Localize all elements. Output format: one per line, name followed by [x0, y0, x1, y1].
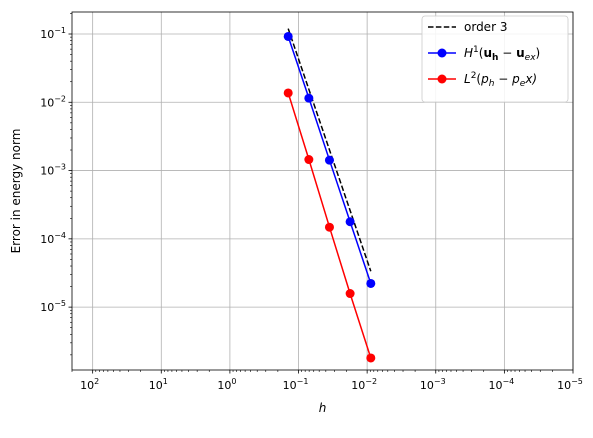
- x-axis-ticks: 102 101 100 10−1 10−2 10−3 10−4 10−5: [80, 370, 583, 392]
- x-tick-label: 10−2: [351, 377, 377, 392]
- x-tick-label: 10−4: [488, 377, 514, 392]
- data-point-series-2: [366, 353, 376, 363]
- legend-box: [421, 15, 569, 103]
- y-tick-label: 10−2: [40, 94, 66, 109]
- plot-area-frame: [71, 11, 574, 371]
- series-line-0: [287, 28, 372, 272]
- legend-label: order 3: [464, 20, 507, 34]
- data-point-series-1: [304, 93, 314, 103]
- legend-swatch-marker: [437, 74, 447, 84]
- data-point-series-2: [304, 155, 314, 165]
- x-tick-label: 102: [80, 377, 99, 392]
- legend-label: L2(ph − pex): [464, 71, 537, 89]
- x-tick-label: 100: [217, 377, 236, 392]
- x-tick-label: 10−1: [283, 377, 309, 392]
- x-tick-label: 101: [149, 377, 168, 392]
- x-tick-label: 10−5: [557, 377, 583, 392]
- data-point-series-2: [283, 88, 293, 98]
- x-axis-label: h: [319, 401, 327, 415]
- y-axis-label: Error in energy norm: [9, 129, 23, 254]
- data-point-series-1: [283, 31, 293, 41]
- y-tick-label: 10−4: [40, 231, 66, 246]
- legend: order 3 H1(uh − uex) L2(ph − pex): [421, 15, 569, 103]
- series-layer: [283, 28, 376, 363]
- y-axis-ticks: 10−1 10−2 10−3 10−4 10−5: [40, 26, 72, 314]
- data-point-series-2: [324, 222, 334, 232]
- legend-swatch-marker: [437, 48, 447, 58]
- y-tick-label: 10−3: [40, 163, 66, 178]
- data-point-series-1: [366, 278, 376, 288]
- data-point-series-1: [324, 155, 334, 165]
- y-tick-label: 10−1: [40, 26, 66, 41]
- x-tick-label: 10−3: [420, 377, 446, 392]
- data-point-series-1: [345, 217, 355, 227]
- y-tick-label: 10−5: [40, 299, 66, 314]
- legend-label: H1(uh − uex): [464, 45, 540, 63]
- data-point-series-2: [345, 289, 355, 299]
